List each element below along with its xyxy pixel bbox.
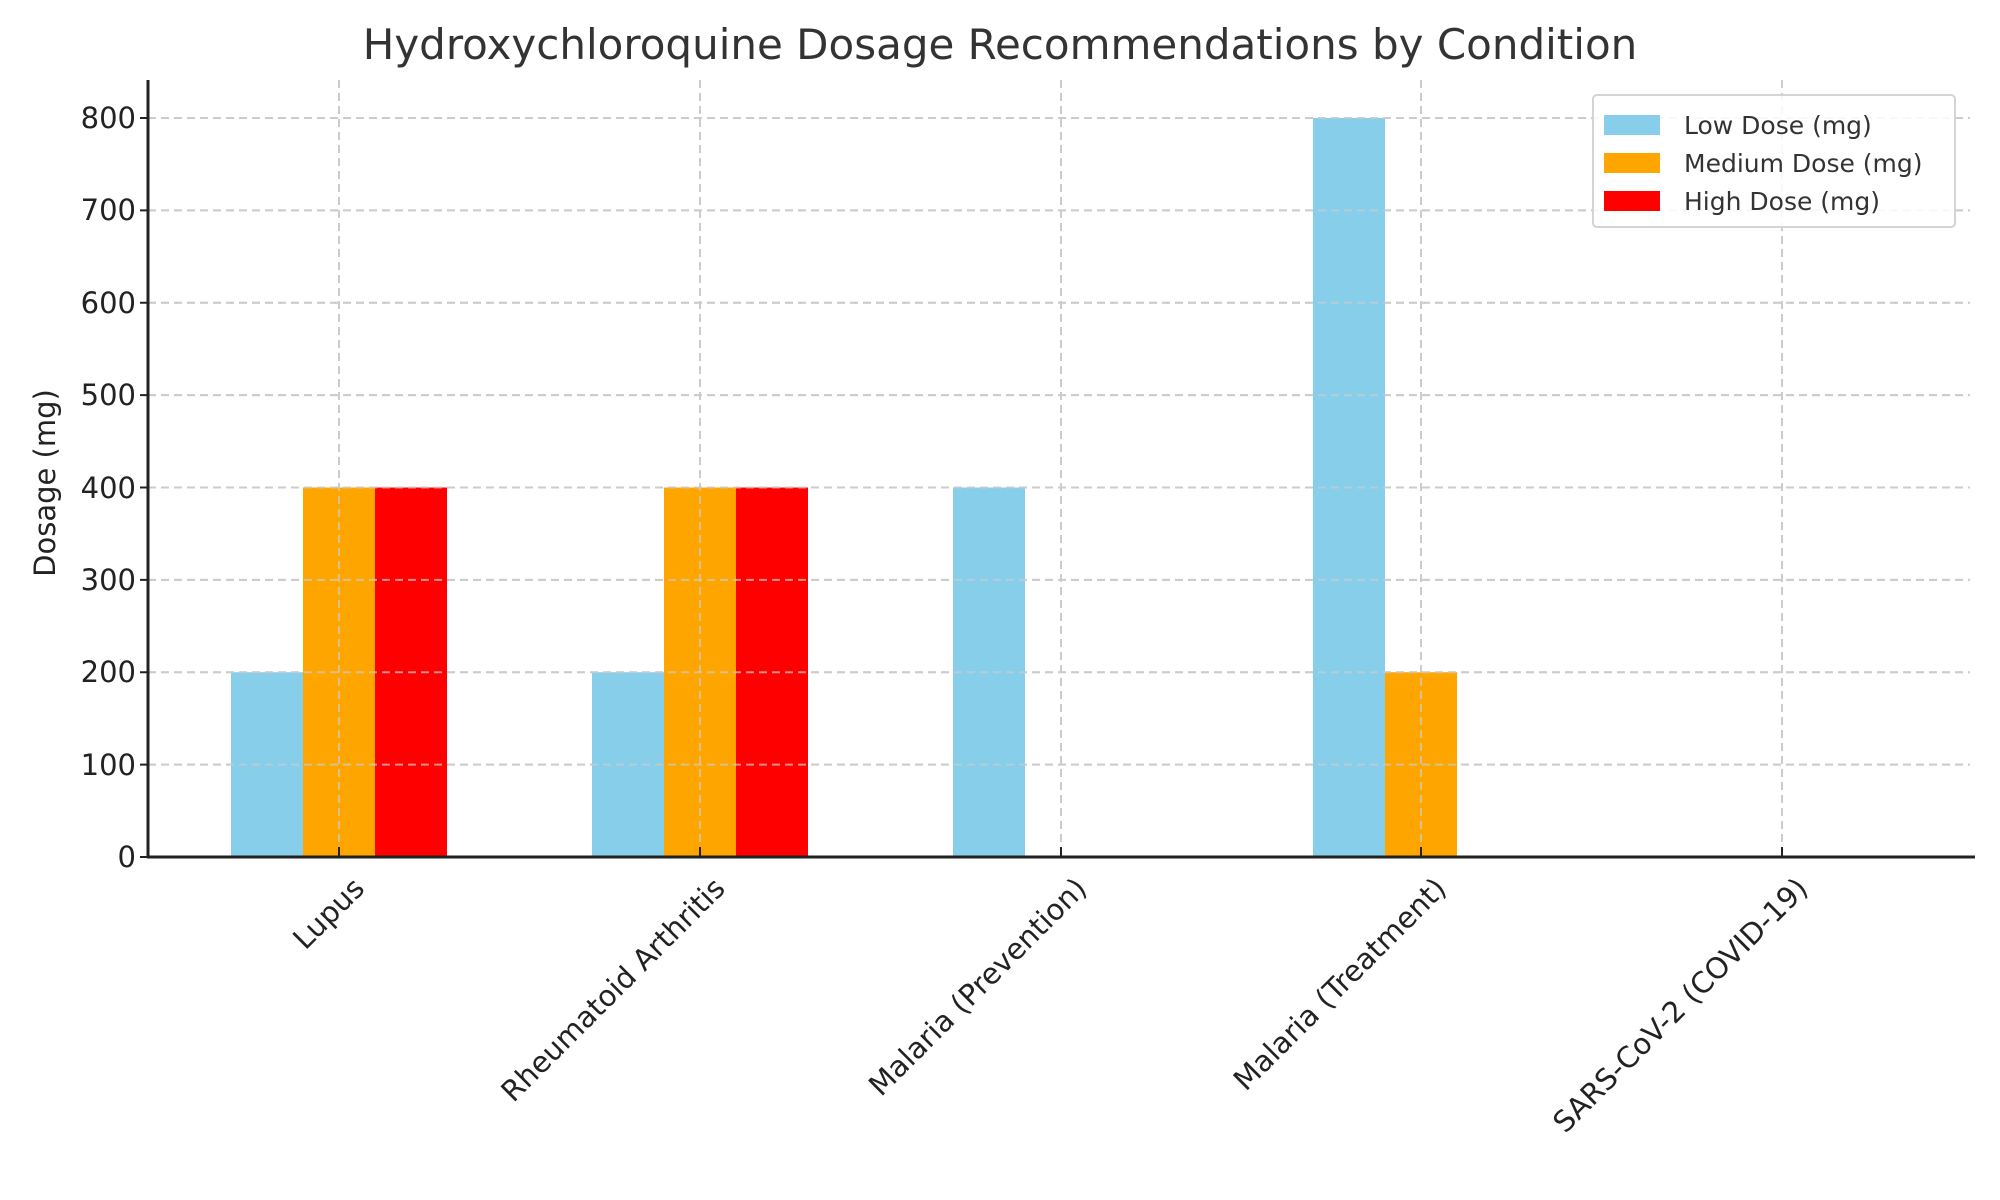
chart-title: Hydroxychloroquine Dosage Recommendation…: [362, 20, 1638, 69]
y-tick-label: 0: [117, 840, 136, 874]
bar: [592, 672, 664, 857]
legend-item-high: High Dose (mg): [1604, 186, 1880, 216]
legend-swatch-medium: [1604, 153, 1660, 173]
bar: [1385, 672, 1457, 857]
legend-swatch-high: [1604, 191, 1660, 211]
legend-label-low: Low Dose (mg): [1684, 110, 1872, 140]
bar: [953, 487, 1025, 857]
y-tick-label: 100: [80, 747, 136, 782]
y-tick-label: 800: [80, 101, 136, 135]
legend: Low Dose (mg) Medium Dose (mg) High Dose…: [1592, 94, 1956, 228]
y-tick-label: 400: [80, 470, 136, 505]
legend-item-low: Low Dose (mg): [1604, 110, 1872, 140]
y-tick-label: 200: [80, 655, 136, 690]
y-tick-label: 500: [80, 378, 136, 413]
legend-swatch-low: [1604, 115, 1660, 135]
legend-item-medium: Medium Dose (mg): [1604, 148, 1923, 178]
y-tick-label: 300: [80, 562, 136, 597]
y-tick-label: 600: [80, 285, 136, 320]
y-tick-label: 700: [80, 193, 136, 228]
legend-label-high: High Dose (mg): [1684, 186, 1881, 216]
legend-label-medium: Medium Dose (mg): [1684, 148, 1923, 178]
